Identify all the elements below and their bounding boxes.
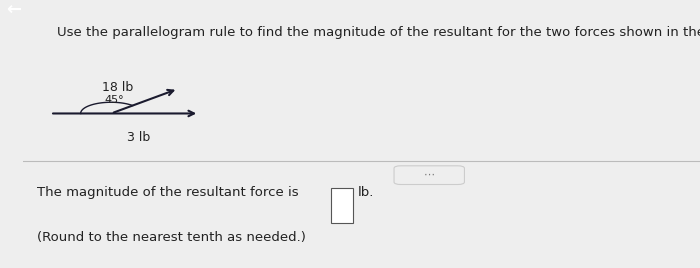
Text: (Round to the nearest tenth as needed.): (Round to the nearest tenth as needed.) xyxy=(36,230,305,244)
Text: ←: ← xyxy=(6,0,22,18)
FancyBboxPatch shape xyxy=(394,166,464,184)
Text: 18 lb: 18 lb xyxy=(102,81,133,94)
FancyBboxPatch shape xyxy=(331,188,353,223)
Text: 45°: 45° xyxy=(104,95,124,105)
Text: The magnitude of the resultant force is: The magnitude of the resultant force is xyxy=(36,186,298,199)
Text: ⋯: ⋯ xyxy=(424,170,435,180)
Text: 3 lb: 3 lb xyxy=(127,131,150,144)
Text: lb.: lb. xyxy=(358,186,375,199)
Text: Use the parallelogram rule to find the magnitude of the resultant for the two fo: Use the parallelogram rule to find the m… xyxy=(57,26,700,39)
